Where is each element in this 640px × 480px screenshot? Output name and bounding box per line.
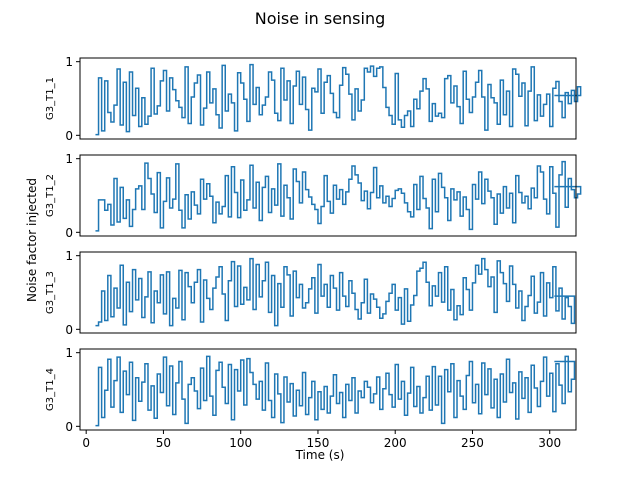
subplot-2: 0 1 G3_T1_2 — [45, 152, 582, 240]
subplot-panels: 0 1 G3_T1_1 0 1 G3_T1_2 0 1 G3_T1_3 0 1 G3_T1_4 0 50 1… — [45, 55, 582, 450]
x-tick-label: 250 — [461, 436, 484, 450]
y-tick-label: 0 — [65, 420, 73, 434]
x-tick-label: 50 — [156, 436, 171, 450]
subplot-3: 0 1 G3_T1_3 — [45, 249, 577, 337]
subplot-ylabel-2: G3_T1_2 — [45, 174, 56, 217]
x-tick-label: 100 — [229, 436, 252, 450]
axes-frame-3 — [79, 251, 577, 334]
y-tick-label: 0 — [65, 323, 73, 337]
y-tick-label: 1 — [65, 249, 73, 263]
series-line-4 — [95, 355, 576, 427]
axes-frame-2 — [79, 154, 577, 237]
x-tick-label: 0 — [82, 436, 90, 450]
subplot-4: 0 1 G3_T1_4 0 50 100 150 200 250 300 — [45, 346, 577, 450]
x-tick-label: 300 — [538, 436, 561, 450]
y-tick-label: 0 — [65, 226, 73, 240]
series-line-2 — [95, 160, 582, 232]
subplot-ylabel-4: G3_T1_4 — [45, 368, 56, 411]
x-tick-label: 200 — [384, 436, 407, 450]
y-tick-label: 1 — [65, 152, 73, 166]
y-tick-label: 0 — [65, 129, 73, 143]
y-tick-label: 1 — [65, 55, 73, 69]
x-tick-label: 150 — [307, 436, 330, 450]
axes-frame-4 — [79, 348, 577, 431]
axes-frame-1 — [79, 57, 577, 140]
series-line-3 — [95, 257, 576, 327]
subplot-ylabel-1: G3_T1_1 — [45, 77, 56, 120]
y-tick-label: 1 — [65, 346, 73, 360]
chart-title: Noise in sensing — [255, 9, 386, 28]
subplot-ylabel-3: G3_T1_3 — [45, 271, 56, 314]
series-line-1 — [95, 63, 582, 136]
y-axis-label: Noise factor injected — [25, 178, 39, 302]
x-axis-label: Time (s) — [295, 448, 345, 462]
subplot-1: 0 1 G3_T1_1 — [45, 55, 582, 143]
